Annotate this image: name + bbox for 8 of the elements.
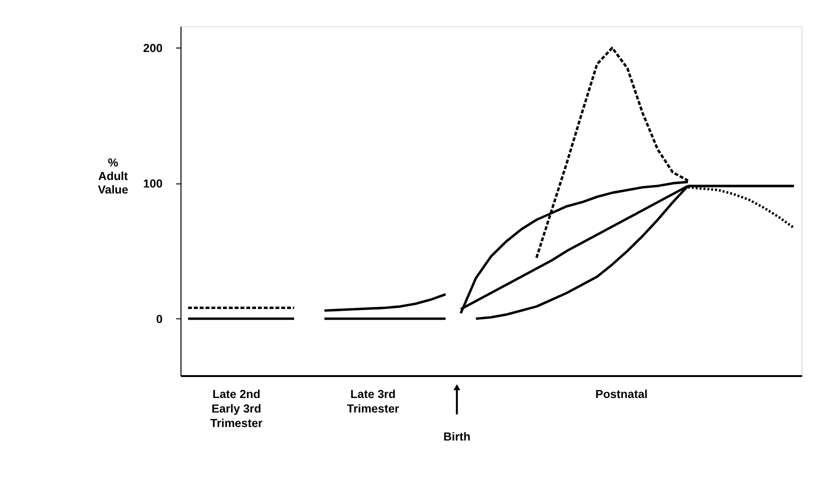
- y-axis-title: % Adult Value: [98, 156, 129, 197]
- y-tick-label: 100: [143, 178, 163, 191]
- y-tick-label: 200: [143, 42, 163, 56]
- text: Postnatal: [595, 388, 648, 401]
- text: Birth: [443, 430, 470, 444]
- text: Late 3rd Trimester: [346, 388, 400, 416]
- text: Late 2nd Early 3rd Trimester: [210, 388, 264, 430]
- y-tick-label: 0: [156, 313, 163, 326]
